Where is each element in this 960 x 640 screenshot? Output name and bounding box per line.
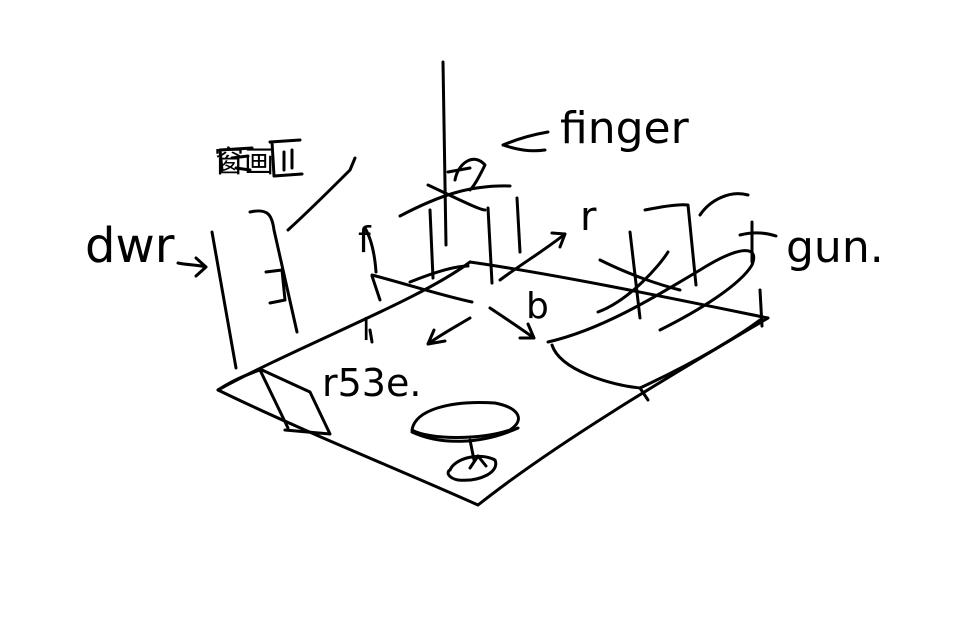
- window-pointer: [286, 156, 357, 232]
- window-label: 窗画: [214, 145, 274, 180]
- round-table: [410, 401, 520, 482]
- sofa-object: [546, 192, 778, 402]
- rose-arrows: [370, 273, 536, 346]
- letter-r-label: r: [580, 194, 597, 240]
- floor-outline: [216, 260, 770, 507]
- rose-label: r53e.: [322, 361, 421, 405]
- finger-label: finger: [560, 103, 690, 154]
- door-label: dwr: [85, 218, 175, 274]
- door-object: [210, 209, 299, 370]
- window-glyph: [218, 138, 304, 178]
- finger-object: [398, 157, 522, 285]
- letter-f-label: f: [358, 220, 372, 261]
- center-arrows: [363, 226, 567, 344]
- rug-object: [216, 368, 332, 436]
- center-pole: [441, 60, 448, 247]
- letter-b-label: b: [526, 286, 549, 327]
- door-arrow: [176, 256, 208, 278]
- letter-l-label: l: [362, 313, 370, 348]
- finger-arrow: [501, 130, 550, 153]
- gun-label: gun.: [786, 222, 884, 273]
